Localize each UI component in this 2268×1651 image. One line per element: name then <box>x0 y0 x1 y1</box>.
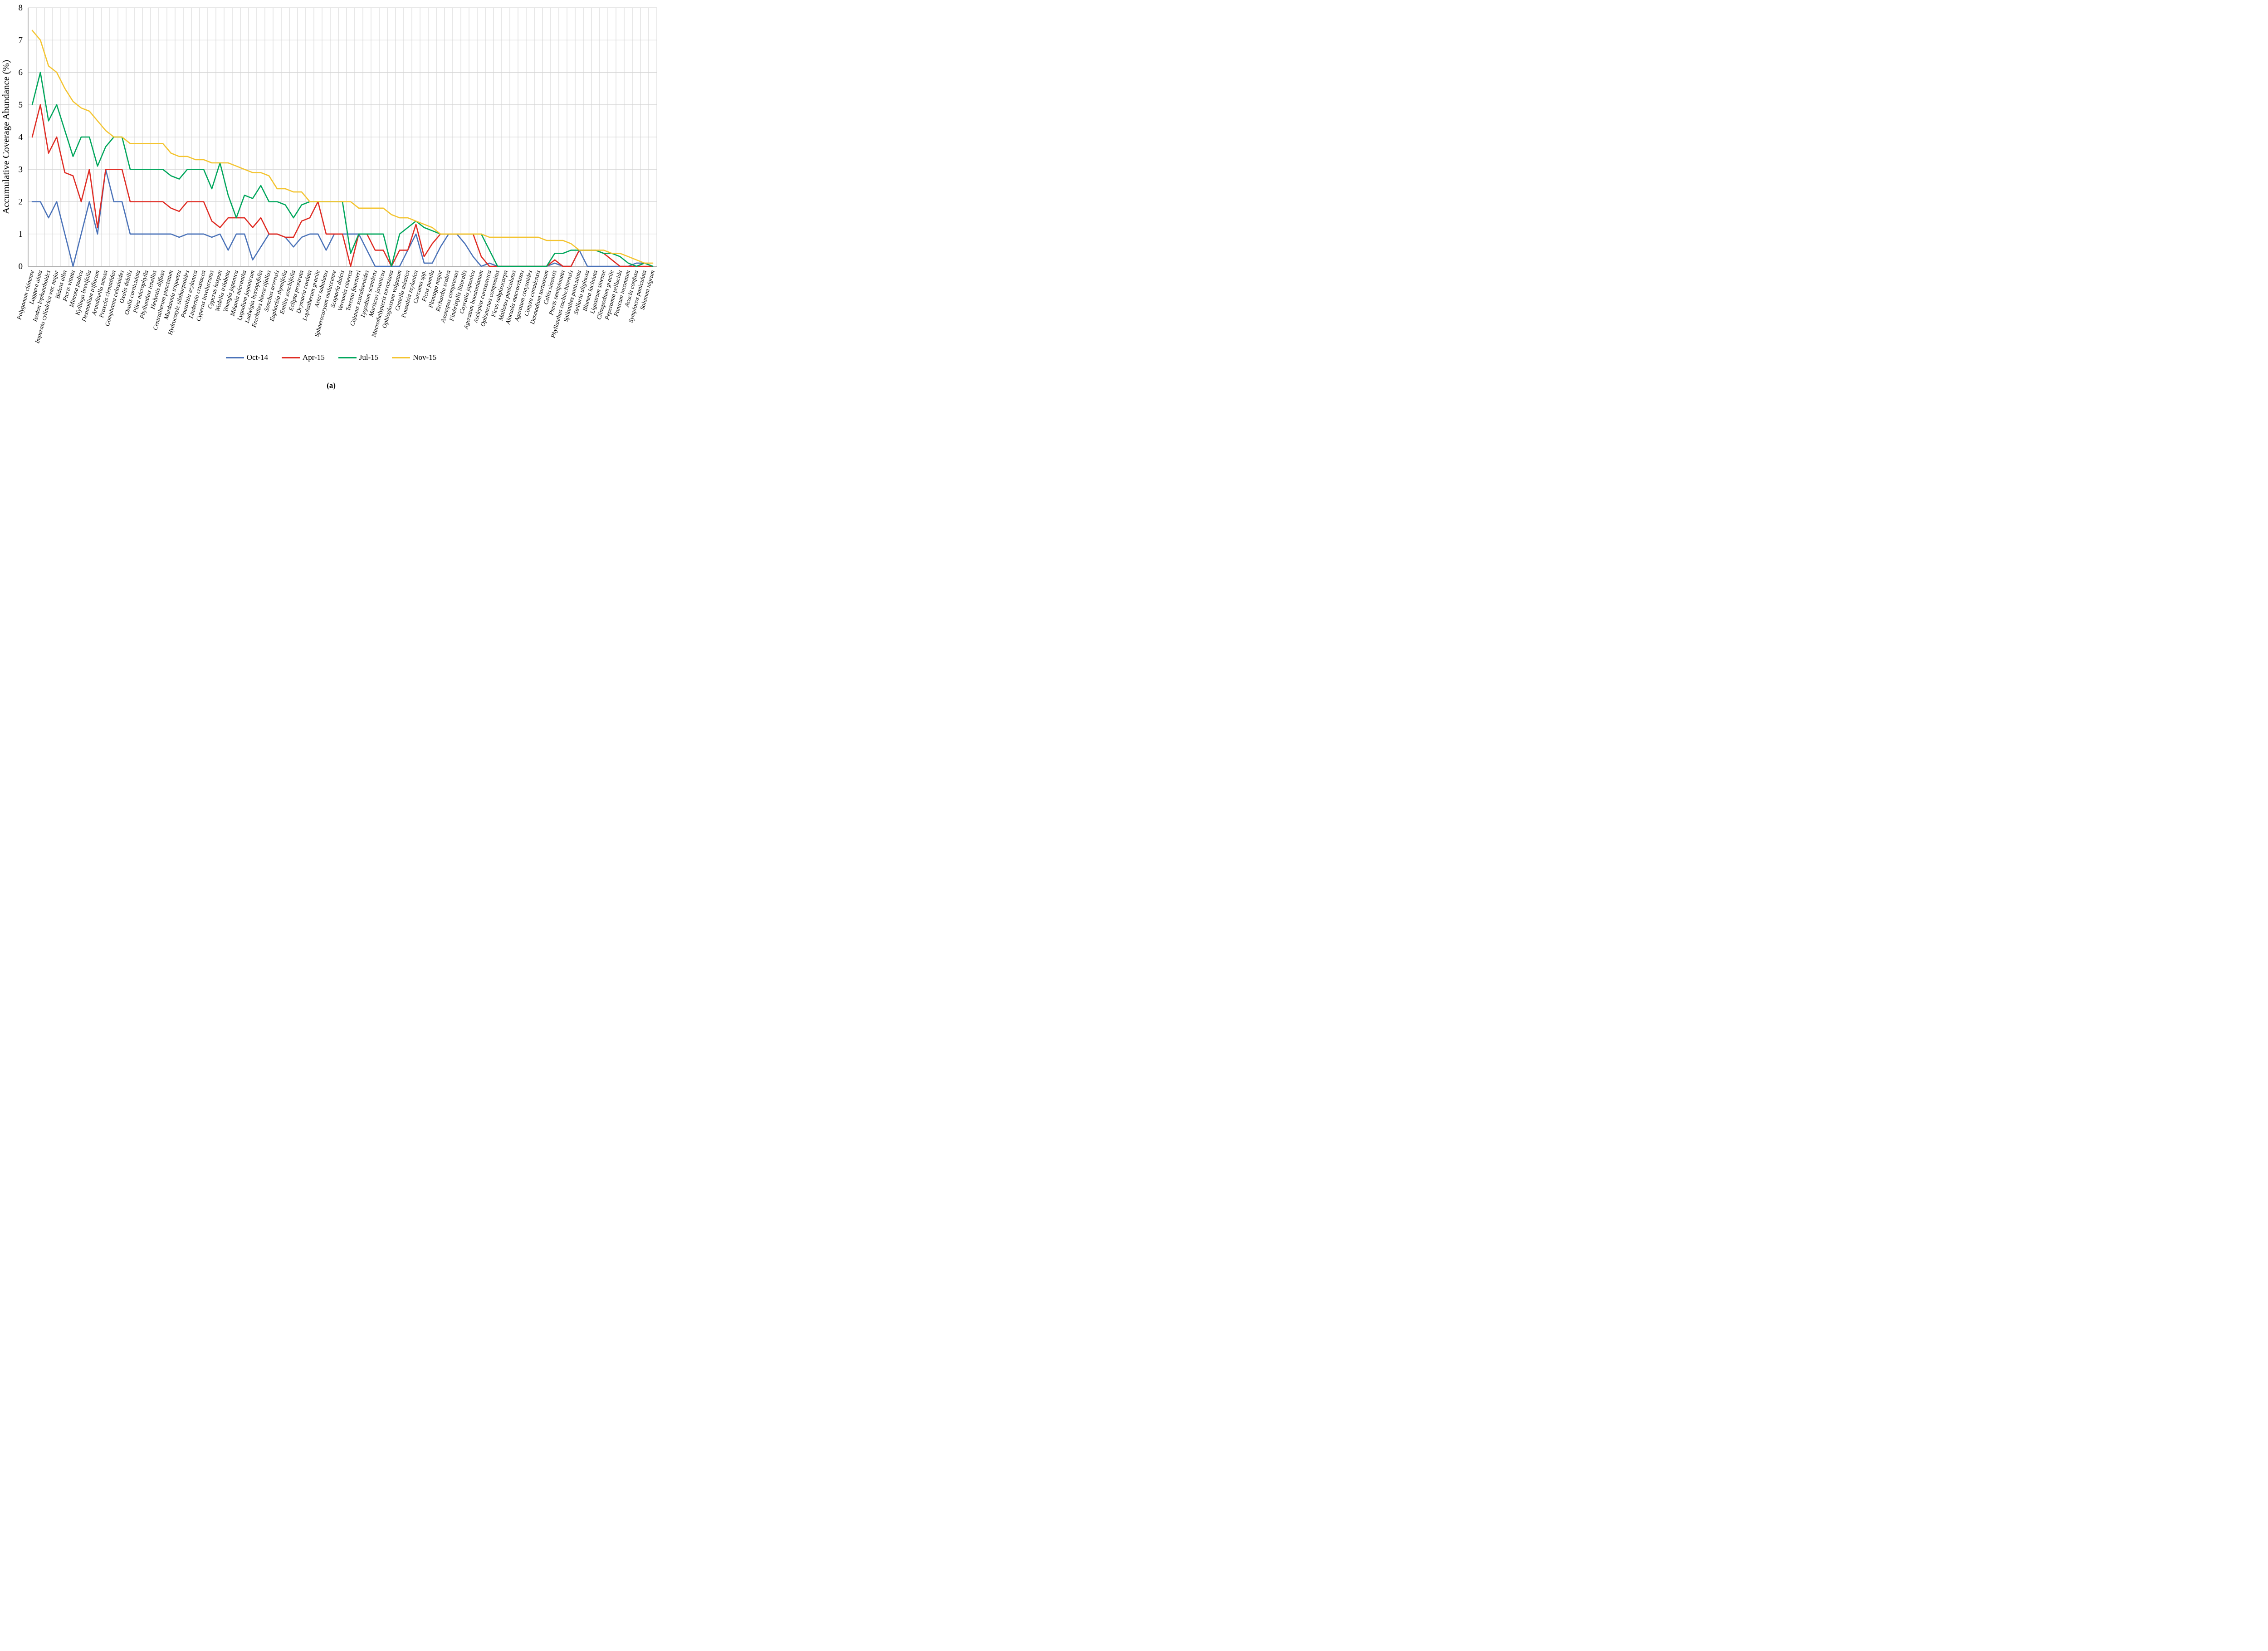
y-tick-label: 7 <box>19 35 23 45</box>
legend-swatch-apr-15 <box>282 357 300 358</box>
y-tick-label: 2 <box>19 197 23 207</box>
legend-swatch-oct-14 <box>225 357 244 358</box>
y-tick-label: 8 <box>19 3 23 13</box>
figure-line-chart: 0 1 2 3 4 5 6 7 8 Accumulative Coverage Abundance… <box>0 0 662 413</box>
y-axis-title: Accumulative Coverage Abundance (%) <box>0 60 11 214</box>
chart-legend: Oct-14 Apr-15 Jul-15 Nov-15 <box>0 351 662 364</box>
y-tick-label: 6 <box>19 68 23 78</box>
coverage-abundance-chart: 0 1 2 3 4 5 6 7 8 Accumulative Coverage Abundance… <box>0 3 657 345</box>
y-tick-label: 0 <box>19 262 23 271</box>
legend-item-apr-15: Apr-15 <box>282 353 325 362</box>
figure-caption: (a) <box>327 381 336 390</box>
legend-item-nov-15: Nov-15 <box>392 353 436 362</box>
legend-label-jul-15: Jul-15 <box>359 353 379 362</box>
legend-label-oct-14: Oct-14 <box>246 353 268 362</box>
legend-item-jul-15: Jul-15 <box>338 353 379 362</box>
y-tick-label: 1 <box>19 230 23 239</box>
series-line-nov-15 <box>31 29 654 264</box>
y-tick-label: 5 <box>19 100 23 110</box>
series-line-apr-15 <box>31 104 654 267</box>
legend-swatch-jul-15 <box>338 357 357 358</box>
y-tick-label: 4 <box>19 132 23 142</box>
legend-swatch-nov-15 <box>392 357 411 358</box>
y-tick-label: 3 <box>19 165 23 174</box>
legend-label-apr-15: Apr-15 <box>303 353 325 362</box>
legend-item-oct-14: Oct-14 <box>225 353 268 362</box>
legend-label-nov-15: Nov-15 <box>413 353 437 362</box>
